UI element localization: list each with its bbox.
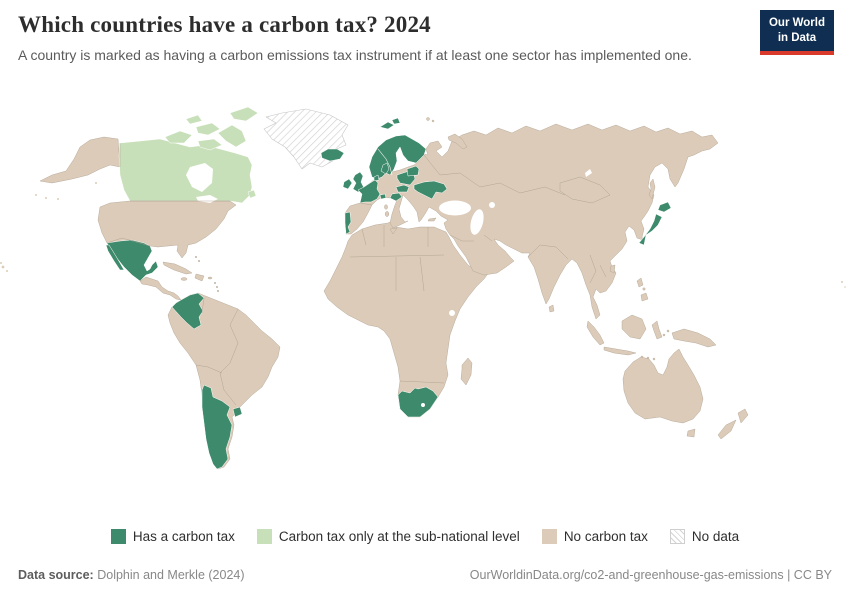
indonesia[interactable] xyxy=(586,314,670,361)
south-america[interactable] xyxy=(167,292,281,470)
country-alaska-usa[interactable] xyxy=(39,136,121,184)
legend-swatch-subnational xyxy=(256,529,272,544)
country-ireland[interactable] xyxy=(342,178,353,190)
legend-label-no-tax: No carbon tax xyxy=(563,529,648,544)
caribbean-islands[interactable] xyxy=(162,255,220,293)
country-borders xyxy=(106,143,611,406)
country-slovenia-croatia[interactable] xyxy=(389,192,403,202)
legend-item-has-tax[interactable]: Has a carbon tax xyxy=(110,529,235,544)
map-legend: Has a carbon tax Carbon tax only at the … xyxy=(0,529,850,544)
country-slovakia-hungary[interactable] xyxy=(395,184,410,193)
country-united-states[interactable] xyxy=(97,200,237,259)
page-title: Which countries have a carbon tax? 2024 xyxy=(18,12,431,37)
new-guinea[interactable] xyxy=(671,328,717,348)
country-canada[interactable] xyxy=(118,138,253,204)
sakhalin xyxy=(648,178,656,200)
mediterranean-islands xyxy=(384,204,437,235)
country-colombia[interactable] xyxy=(171,292,205,330)
pacific-islands xyxy=(841,281,846,288)
aleutian-islands xyxy=(35,182,97,200)
legend-item-no-tax[interactable]: No carbon tax xyxy=(541,529,648,544)
country-chile-argentina[interactable] xyxy=(201,384,233,470)
country-new-zealand[interactable] xyxy=(717,408,749,440)
legend-swatch-no-data xyxy=(669,529,685,544)
chart-header: Which countries have a carbon tax? 2024 … xyxy=(18,12,740,63)
legend-item-no-data[interactable]: No data xyxy=(669,529,740,544)
legend-swatch-no-tax xyxy=(541,529,557,544)
hudson-bay xyxy=(186,163,213,192)
chart-footer: Data source: Dolphin and Merkle (2024) O… xyxy=(18,568,832,582)
owid-logo[interactable]: Our World in Data xyxy=(759,10,834,55)
russian-arctic-islands xyxy=(426,117,468,150)
country-japan[interactable] xyxy=(638,201,672,246)
canadian-arctic-islands[interactable] xyxy=(164,106,259,199)
norway-sweden-border xyxy=(377,148,393,176)
aral-sea xyxy=(489,202,495,208)
hawaii xyxy=(0,262,8,272)
lesotho xyxy=(421,403,425,407)
central-america[interactable] xyxy=(139,276,182,301)
country-svalbard[interactable] xyxy=(379,117,401,130)
country-netherlands[interactable] xyxy=(373,174,380,182)
owid-logo-line1: Our World xyxy=(768,17,825,29)
country-baltics[interactable] xyxy=(406,165,420,177)
baja-california xyxy=(105,244,125,271)
legend-label-no-data: No data xyxy=(691,529,740,544)
africa[interactable] xyxy=(323,220,491,418)
legend-item-subnational[interactable]: Carbon tax only at the sub-national leve… xyxy=(256,529,520,544)
country-mexico[interactable] xyxy=(106,239,159,282)
owid-logo-line2: in Data xyxy=(777,31,817,44)
caspian-sea xyxy=(470,209,484,235)
country-switzerland[interactable] xyxy=(379,193,387,200)
country-south-africa[interactable] xyxy=(397,386,439,418)
legend-swatch-has-tax xyxy=(110,529,126,544)
country-denmark[interactable] xyxy=(380,162,390,175)
world-map[interactable] xyxy=(0,95,850,515)
lake-baikal xyxy=(585,169,592,177)
legend-label-subnational: Carbon tax only at the sub-national leve… xyxy=(278,529,520,544)
data-source: Data source: Dolphin and Merkle (2024) xyxy=(18,568,245,582)
country-australia[interactable] xyxy=(622,348,704,424)
country-iceland[interactable] xyxy=(320,148,345,162)
legend-label-has-tax: Has a carbon tax xyxy=(132,529,235,544)
data-source-label: Data source: xyxy=(18,568,94,582)
tasmania xyxy=(686,428,696,438)
lake-victoria xyxy=(449,310,455,316)
page-subtitle: A country is marked as having a carbon e… xyxy=(18,47,692,63)
country-ukraine[interactable] xyxy=(413,180,448,200)
asian-islands[interactable] xyxy=(548,264,649,313)
black-sea xyxy=(439,200,471,216)
country-uruguay[interactable] xyxy=(232,406,243,418)
data-source-value: Dolphin and Merkle (2024) xyxy=(97,568,245,582)
country-portugal[interactable] xyxy=(344,211,352,235)
attribution-link[interactable]: OurWorldinData.org/co2-and-greenhouse-ga… xyxy=(469,568,832,582)
country-madagascar[interactable] xyxy=(460,357,473,386)
